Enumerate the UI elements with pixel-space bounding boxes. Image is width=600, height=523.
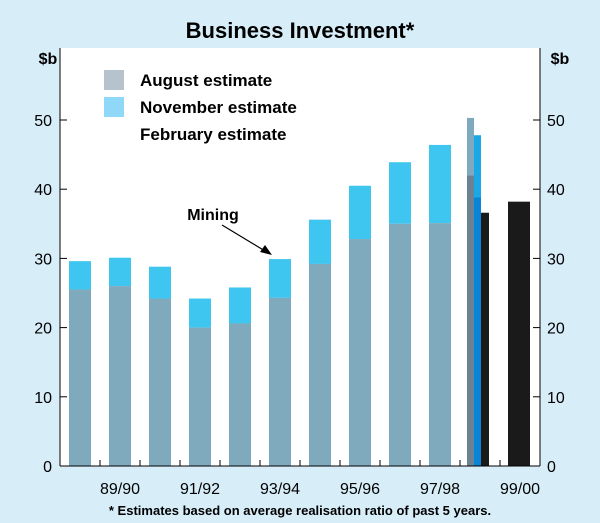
- chart-title: Business Investment*: [185, 18, 415, 43]
- footnote: * Estimates based on average realisation…: [108, 503, 492, 518]
- bar-other-94-95: [309, 219, 331, 264]
- x-tick-label-95-96: 95/96: [340, 481, 380, 498]
- plot-area: [60, 48, 540, 466]
- y-tick-label-right-20: 20: [547, 321, 565, 338]
- y-tick-label-left-20: 20: [34, 321, 52, 338]
- annotation-label: Mining: [187, 207, 239, 224]
- axes-group: 0 0 10 10 20 20 30 30 40 40 50 50 89/90 91/92 93/94 95/…: [34, 48, 565, 498]
- annotation-arrow-head: [260, 245, 272, 255]
- bar-other-95-96: [349, 185, 371, 240]
- y-tick-label-left-50: 50: [34, 113, 52, 130]
- mining-annotation: Mining: [187, 207, 272, 255]
- y-tick-label-left-40: 40: [34, 182, 52, 199]
- bar-other-91-92: [189, 298, 211, 328]
- y-axis-label-left: $b: [39, 51, 58, 68]
- bar-aug-estimate-other-98-99: [467, 117, 474, 176]
- y-tick-label-left-0: 0: [43, 459, 52, 476]
- bar-mining-90-91: [149, 298, 171, 466]
- bar-other-92-93: [229, 287, 251, 324]
- y-tick-label-right-10: 10: [547, 390, 565, 407]
- legend-label-november-estimate: November estimate: [140, 98, 297, 117]
- x-tick-label-89-90: 89/90: [100, 481, 140, 498]
- legend: August estimate November estimate February…: [104, 70, 297, 144]
- x-tick-label-91-92: 91/92: [180, 481, 220, 498]
- y-tick-label-right-50: 50: [547, 113, 565, 130]
- x-tick-label-93-94: 93/94: [260, 481, 300, 498]
- bar-feb-estimate-other-99-00: [508, 153, 530, 202]
- legend-swatch-february-estimate: [104, 124, 124, 144]
- bar-mining-95-96: [349, 239, 371, 466]
- bar-other-97-98: [429, 144, 451, 224]
- y-axis-label-right: $b: [551, 51, 570, 68]
- bar-other-96-97: [389, 162, 411, 224]
- bar-feb-estimate-other-98-99: [481, 153, 489, 213]
- bar-mining-97-98: [429, 223, 451, 466]
- legend-swatch-august-estimate: [104, 70, 124, 90]
- annotation-arrow-line: [221, 224, 266, 252]
- bar-mining-94-95: [309, 263, 331, 466]
- legend-swatch-november-estimate: [104, 97, 124, 117]
- y-tick-label-right-40: 40: [547, 182, 565, 199]
- bar-mining-96-97: [389, 223, 411, 466]
- legend-label-february-estimate: February estimate: [140, 125, 286, 144]
- x-tick-label-99-00: 99/00: [500, 481, 540, 498]
- bar-mining-88-89: [69, 289, 91, 466]
- bar-aug-estimate-mining-98-99: [467, 175, 474, 467]
- bar-mining-93-94: [269, 297, 291, 466]
- bar-mining-89-90: [109, 286, 131, 466]
- x-tick-label-97-98: 97/98: [420, 481, 460, 498]
- bar-other-90-91: [149, 266, 171, 299]
- bar-mining-91-92: [189, 327, 211, 466]
- bar-other-88-89: [69, 261, 91, 290]
- bar-other-93-94: [269, 259, 291, 298]
- legend-label-august-estimate: August estimate: [140, 71, 272, 90]
- bar-nov-estimate-mining-98-99: [474, 197, 481, 466]
- bar-mining-92-93: [229, 323, 251, 466]
- y-tick-label-left-30: 30: [34, 251, 52, 268]
- bar-other-89-90: [109, 257, 131, 287]
- bar-feb-estimate-mining-98-99: [481, 212, 489, 466]
- bar-nov-estimate-other-98-99: [474, 135, 481, 198]
- y-tick-label-left-10: 10: [34, 390, 52, 407]
- y-tick-label-right-0: 0: [547, 459, 556, 476]
- bar-feb-estimate-mining-99-00: [508, 201, 530, 466]
- y-tick-label-right-30: 30: [547, 251, 565, 268]
- bars-group: [69, 117, 530, 467]
